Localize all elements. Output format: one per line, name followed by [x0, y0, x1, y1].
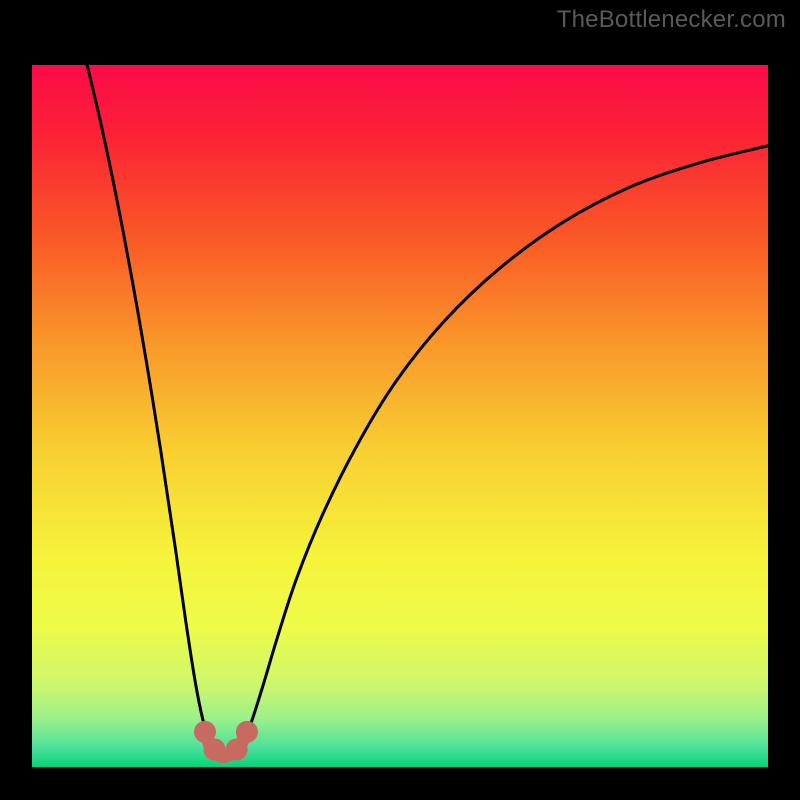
- curve-right: [245, 146, 768, 738]
- curve-left: [87, 65, 208, 738]
- curves-svg: [32, 65, 768, 767]
- plot-area: [32, 65, 768, 767]
- valley-marker-1: [204, 738, 226, 760]
- valley-marker-3: [236, 721, 258, 743]
- watermark-text: TheBottlenecker.com: [557, 6, 786, 34]
